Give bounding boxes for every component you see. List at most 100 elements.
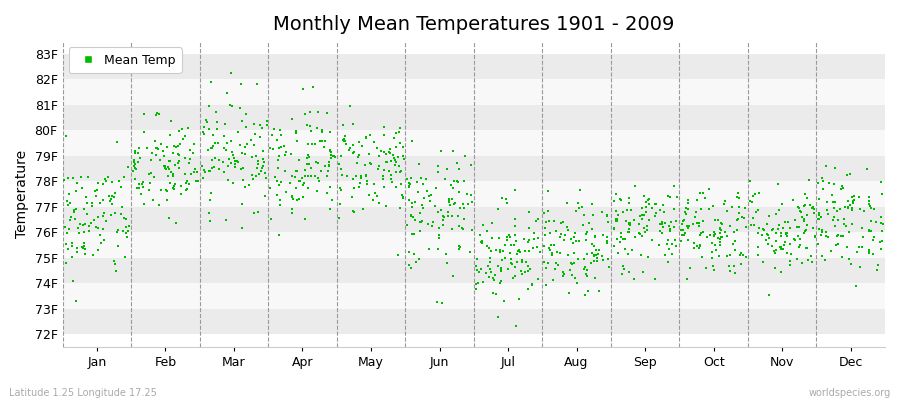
- Point: [77, 239, 92, 246]
- Point: [183, 146, 197, 153]
- Point: [610, 212, 625, 218]
- Point: [464, 226, 479, 233]
- Point: [609, 216, 624, 222]
- Point: [343, 103, 357, 109]
- Point: [107, 190, 122, 196]
- Point: [492, 235, 507, 242]
- Point: [292, 196, 306, 202]
- Point: [446, 272, 460, 279]
- Point: [308, 141, 322, 148]
- Point: [720, 252, 734, 259]
- Point: [379, 203, 393, 209]
- Point: [748, 191, 762, 198]
- Point: [445, 182, 459, 188]
- Point: [861, 248, 876, 255]
- Point: [445, 212, 459, 219]
- Point: [581, 220, 596, 226]
- Point: [783, 251, 797, 257]
- Point: [148, 152, 163, 158]
- Point: [332, 201, 347, 207]
- Point: [128, 165, 142, 171]
- Point: [732, 204, 746, 211]
- Point: [688, 214, 702, 220]
- Point: [119, 224, 133, 231]
- Point: [326, 152, 340, 159]
- Point: [799, 222, 814, 228]
- Point: [613, 239, 627, 246]
- Point: [324, 152, 338, 158]
- Point: [408, 217, 422, 224]
- Point: [734, 250, 748, 256]
- Point: [863, 203, 878, 210]
- Point: [768, 264, 782, 271]
- Point: [432, 232, 446, 238]
- Point: [716, 201, 731, 207]
- Point: [773, 246, 788, 252]
- Point: [450, 160, 464, 166]
- Point: [288, 174, 302, 180]
- Point: [425, 222, 439, 229]
- Point: [862, 194, 877, 200]
- Point: [730, 217, 744, 223]
- Point: [232, 142, 247, 148]
- Point: [195, 175, 210, 182]
- Point: [643, 201, 657, 208]
- Point: [226, 152, 240, 158]
- Point: [656, 224, 670, 230]
- Point: [705, 240, 719, 246]
- Point: [834, 253, 849, 260]
- Point: [202, 168, 217, 174]
- Point: [431, 169, 446, 176]
- Point: [258, 193, 273, 199]
- Point: [389, 158, 403, 165]
- Point: [273, 127, 287, 133]
- Point: [696, 190, 710, 196]
- Point: [263, 184, 277, 191]
- Point: [550, 249, 564, 255]
- Point: [66, 175, 80, 181]
- Point: [327, 153, 341, 159]
- Point: [830, 208, 844, 214]
- Point: [309, 159, 323, 165]
- Point: [479, 270, 493, 276]
- Point: [566, 240, 580, 246]
- Point: [256, 163, 271, 169]
- Point: [363, 160, 377, 166]
- Point: [539, 219, 554, 225]
- Point: [616, 209, 630, 215]
- Point: [845, 221, 859, 227]
- Point: [441, 212, 455, 219]
- Point: [539, 265, 554, 271]
- Point: [796, 216, 811, 222]
- Point: [521, 262, 535, 269]
- Point: [182, 160, 196, 166]
- Point: [820, 234, 834, 240]
- Point: [855, 234, 869, 240]
- Point: [711, 235, 725, 242]
- Point: [517, 236, 531, 242]
- Point: [743, 222, 758, 228]
- Point: [78, 251, 93, 257]
- Point: [526, 245, 541, 252]
- Point: [800, 212, 814, 218]
- Point: [200, 118, 214, 125]
- Point: [508, 232, 523, 238]
- Point: [713, 236, 727, 242]
- Point: [723, 223, 737, 229]
- Point: [875, 238, 889, 244]
- Point: [841, 204, 855, 211]
- Point: [389, 168, 403, 175]
- Point: [405, 230, 419, 237]
- Point: [177, 155, 192, 161]
- Point: [403, 213, 418, 219]
- Point: [557, 237, 572, 243]
- Point: [789, 223, 804, 230]
- Point: [641, 196, 655, 203]
- Point: [215, 159, 230, 165]
- Point: [622, 226, 636, 232]
- Point: [522, 248, 536, 254]
- Point: [548, 266, 562, 272]
- Point: [634, 212, 648, 219]
- Point: [831, 232, 845, 238]
- Point: [714, 220, 728, 226]
